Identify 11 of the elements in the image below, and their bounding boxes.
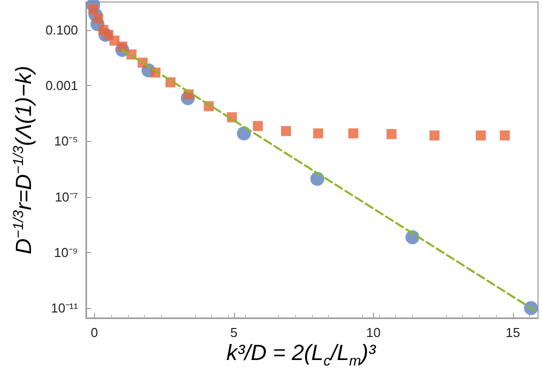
y-tick-label: 10⁻¹¹ bbox=[50, 300, 79, 316]
x-axis-title: k³/D = 2(L$_{c}$/L$_{m}$)³ bbox=[225, 340, 377, 370]
x-tick-label: 15 bbox=[506, 325, 520, 340]
y-tick-label: 10⁻⁷ bbox=[54, 189, 78, 204]
y-tick-label: 0.100 bbox=[45, 22, 78, 38]
x-tick-label: 5 bbox=[230, 325, 238, 340]
x-tick-label: 0 bbox=[90, 325, 98, 340]
y-tick-label: 10⁻⁵ bbox=[54, 134, 78, 149]
y-tick-label: 0.001 bbox=[45, 78, 78, 93]
x-tick-label: 10 bbox=[366, 325, 381, 340]
y-tick-label: 10⁻⁹ bbox=[54, 244, 78, 260]
